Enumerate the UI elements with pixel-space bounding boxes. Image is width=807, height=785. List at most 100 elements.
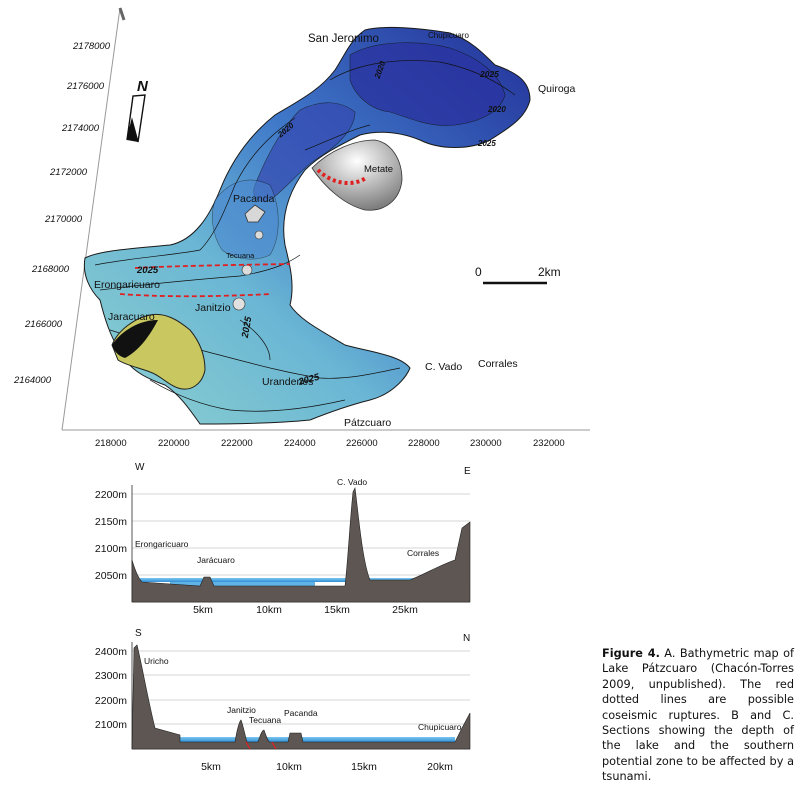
- gridlines: [132, 493, 470, 576]
- y-tick: 2400m: [95, 646, 127, 658]
- label-erongaricuaro: Erongaricuaro: [94, 279, 160, 291]
- caption-label: Figure 4.: [602, 647, 660, 660]
- label-tecuana: Tecuana: [226, 251, 255, 260]
- easting-tick: 218000: [95, 438, 127, 449]
- y-tick: 2100m: [95, 543, 127, 555]
- metate-rupture-arc: [316, 168, 368, 186]
- deep-zone-2: [253, 102, 356, 202]
- northing-tick: 2176000: [66, 81, 105, 92]
- label-metate: Metate: [364, 164, 393, 175]
- north-label: N: [137, 78, 149, 95]
- y-ticks: 2400m 2300m 2200m 2100m: [95, 646, 127, 731]
- map-frame: [61, 7, 590, 431]
- contour-label: 2025: [136, 265, 159, 276]
- figure-caption: Figure 4. A. Bathymetric map of Lake Pát…: [602, 646, 794, 785]
- contour-lines: [94, 60, 516, 412]
- dir-east: E: [464, 466, 471, 477]
- rupture-marker: [245, 741, 277, 750]
- y-tick: 2300m: [95, 670, 127, 682]
- water-profile: [180, 737, 455, 742]
- contour-label: 2025: [240, 315, 255, 339]
- label-tecuana: Tecuana: [249, 715, 281, 725]
- label-uricho: Uricho: [144, 656, 169, 666]
- scale-end: 2km: [538, 265, 561, 279]
- y-tick: 2050m: [95, 570, 127, 582]
- lake-body: [83, 26, 531, 425]
- easting-tick: 220000: [158, 438, 190, 449]
- dir-west: W: [135, 462, 145, 473]
- x-tick: 15km: [351, 761, 377, 773]
- tecuana-island: [254, 230, 264, 240]
- place-labels: San Jeronimo Chupicuaro Quiroga Metate P…: [94, 31, 576, 429]
- y-tick: 2100m: [95, 719, 127, 731]
- label-san-jeronimo: San Jeronimo: [308, 33, 379, 45]
- label-corrales: Corrales: [407, 548, 439, 558]
- label-c-vado: C. Vado: [425, 361, 462, 373]
- label-pacanda: Pacanda: [284, 708, 318, 718]
- pacanda-island: [244, 204, 266, 223]
- y-tick: 2200m: [95, 489, 127, 501]
- label-corrales: Corrales: [478, 358, 518, 370]
- y-tick: 2150m: [95, 516, 127, 528]
- northing-tick: 2170000: [44, 214, 83, 225]
- label-chupicuaro: Chupicuaro: [418, 722, 462, 732]
- easting-tick: 222000: [221, 438, 253, 449]
- y-tick: 2200m: [95, 695, 127, 707]
- x-tick: 10km: [276, 761, 302, 773]
- scale-start: 0: [475, 265, 482, 279]
- easting-axis: 218000 220000 222000 224000 226000 22800…: [95, 438, 565, 449]
- northing-tick: 2164000: [13, 375, 52, 386]
- label-quiroga: Quiroga: [538, 83, 576, 95]
- label-jaracuaro: Jaracuaro: [108, 311, 155, 323]
- contour-label: 2025: [477, 139, 496, 148]
- label-jaracuaro: Jarácuaro: [197, 555, 235, 565]
- jaracuaro-shore-dark: [112, 320, 158, 358]
- islands: [232, 204, 266, 311]
- easting-tick: 228000: [408, 438, 440, 449]
- x-tick: 5km: [201, 761, 221, 773]
- mid-zone: [212, 179, 279, 260]
- panel-a-bathymetric-map: 2178000 2176000 2174000 2172000 2170000 …: [13, 7, 590, 449]
- x-tick: 25km: [392, 604, 418, 616]
- label-janitzio: Janitzio: [227, 705, 256, 715]
- panel-c-profile-s-n: S N 2400m 2300m 2200m 2100m 5km 10km 15k…: [95, 628, 471, 773]
- easting-tick: 230000: [470, 438, 502, 449]
- easting-tick: 224000: [284, 438, 316, 449]
- profile-c-labels: Uricho Janitzio Tecuana Pacanda Chupicua…: [144, 656, 462, 732]
- label-janitzio: Janitzio: [195, 302, 231, 314]
- deep-zone: [349, 42, 506, 126]
- janitzio-island: [232, 297, 246, 311]
- label-pacanda: Pacanda: [233, 193, 275, 205]
- gridlines: [132, 650, 470, 725]
- caption-text: A. Bathymetric map of Lake Pátzcuaro (Ch…: [602, 647, 794, 784]
- dir-north: N: [463, 633, 470, 644]
- coseismic-ruptures: [119, 263, 291, 298]
- terrain-profile: [131, 486, 471, 603]
- panel-b-profile-w-e: W E 2200m 2150m 2100m 2050m 5km 10km 15k…: [95, 462, 471, 616]
- northing-tick: 2172000: [49, 167, 88, 178]
- x-tick: 5km: [193, 604, 213, 616]
- label-c-vado: C. Vado: [337, 477, 367, 487]
- northing-tick: 2174000: [61, 123, 100, 134]
- northing-tick: 2168000: [31, 264, 70, 275]
- terrain-profile: [131, 644, 471, 750]
- label-patzcuaro: Pátzcuaro: [344, 417, 391, 429]
- x-tick: 15km: [324, 604, 350, 616]
- contour-label: 2020: [487, 105, 506, 114]
- easting-tick: 232000: [533, 438, 565, 449]
- scale-bar: 0 2km: [475, 265, 561, 285]
- x-ticks: 5km 10km 15km 20km: [201, 761, 453, 773]
- metate-headland: [311, 139, 403, 211]
- x-ticks: 5km 10km 15km 25km: [193, 604, 418, 616]
- dir-south: S: [135, 628, 142, 639]
- tecuana-island-2: [241, 264, 253, 276]
- profile-b-labels: Erongaricuaro Jarácuaro C. Vado Corrales: [135, 477, 439, 565]
- label-chupicuaro: Chupicuaro: [428, 31, 469, 40]
- northing-tick: 2178000: [72, 41, 111, 52]
- northing-axis: 2178000 2176000 2174000 2172000 2170000 …: [13, 41, 111, 386]
- label-erongaricuaro: Erongaricuaro: [135, 539, 189, 549]
- x-tick: 10km: [256, 604, 282, 616]
- easting-tick: 226000: [346, 438, 378, 449]
- contour-label: 2025: [479, 69, 499, 79]
